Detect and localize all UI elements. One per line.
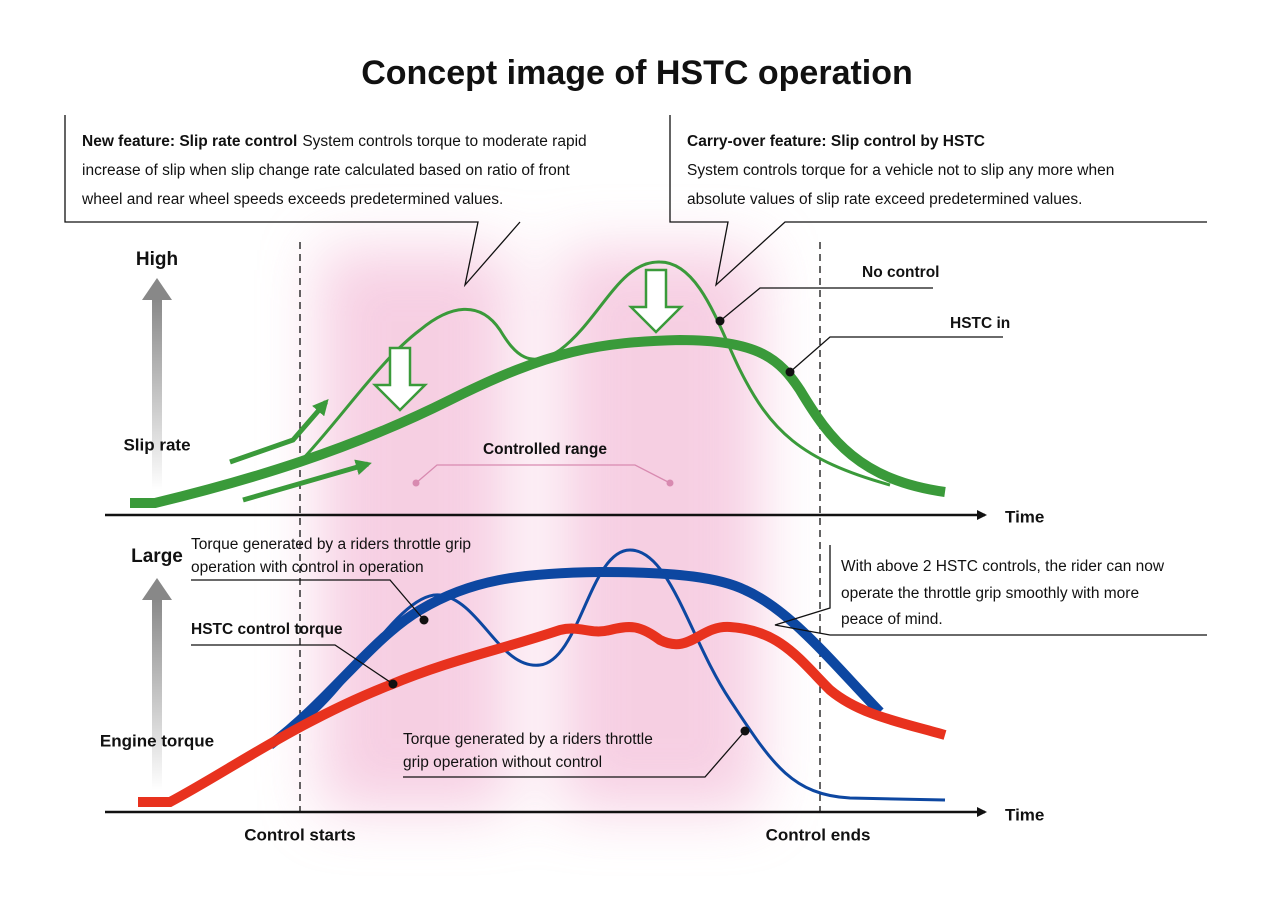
callout-frame [669, 115, 1207, 287]
leader-dot [419, 615, 429, 625]
y-label: Engine torque [100, 731, 214, 750]
leader [719, 287, 933, 322]
range-dot [666, 479, 674, 487]
y-label: Slip rate [123, 435, 190, 454]
y-arrow [152, 598, 162, 790]
range-dot [412, 479, 420, 487]
leader-dot [785, 367, 795, 377]
without-control-curve [299, 548, 946, 802]
leader [191, 644, 394, 685]
note-text: operate the throttle grip smoothly with … [841, 585, 1139, 602]
title: Concept image of HSTC operation [361, 54, 913, 92]
hstc-torque-label: HSTC control torque [191, 621, 343, 638]
slip-arrow [229, 398, 329, 465]
with-control-label: Torque generated by a riders throttle gr… [191, 536, 471, 553]
reduce-arrow [627, 268, 685, 334]
note-text: With above 2 HSTC controls, the rider ca… [841, 558, 1165, 575]
x-label: Time [1005, 507, 1044, 526]
note-text: peace of mind. [841, 611, 943, 628]
y-high: High [136, 249, 178, 270]
callout-text: System controls torque for a vehicle not… [687, 162, 1114, 179]
leader [403, 730, 746, 778]
callout-text: New feature: Slip rate control System con… [82, 133, 587, 150]
leader [191, 579, 425, 621]
leader [789, 336, 1003, 373]
leader-dot [388, 679, 398, 689]
with-control-label: operation with control in operation [191, 559, 424, 576]
hstc-in-label: HSTC in [950, 315, 1010, 332]
reduce-arrow [371, 346, 429, 412]
range-bracket [415, 464, 671, 484]
slip-arrow [242, 459, 372, 503]
x-label: Time [1005, 805, 1044, 824]
without-control-label: grip operation without control [403, 754, 602, 771]
no-control-label: No control [862, 264, 940, 281]
control-starts-label: Control starts [244, 825, 355, 844]
leader-dot [740, 726, 750, 736]
note-frame [774, 545, 1207, 636]
y-large: Large [131, 546, 183, 567]
without-control-label: Torque generated by a riders throttle [403, 731, 653, 748]
y-arrow-head [142, 278, 172, 300]
callout-frame [64, 115, 521, 288]
y-arrow-head [142, 578, 172, 600]
control-ends-label: Control ends [766, 825, 871, 844]
controlled-range-label: Controlled range [483, 441, 607, 458]
callout-text: wheel and rear wheel speeds exceeds pred… [81, 191, 503, 208]
callout-text: increase of slip when slip change rate c… [82, 162, 570, 179]
hstc-torque-curve [138, 621, 947, 807]
leader-dot [715, 316, 725, 326]
y-arrow [152, 298, 162, 490]
no-control-curve [298, 260, 891, 487]
hstc-in-curve [130, 334, 946, 508]
callout-text: absolute values of slip rate exceed pred… [687, 191, 1083, 208]
callout-heading: Carry-over feature: Slip control by HSTC [687, 133, 985, 150]
controlled-zone [320, 250, 760, 810]
